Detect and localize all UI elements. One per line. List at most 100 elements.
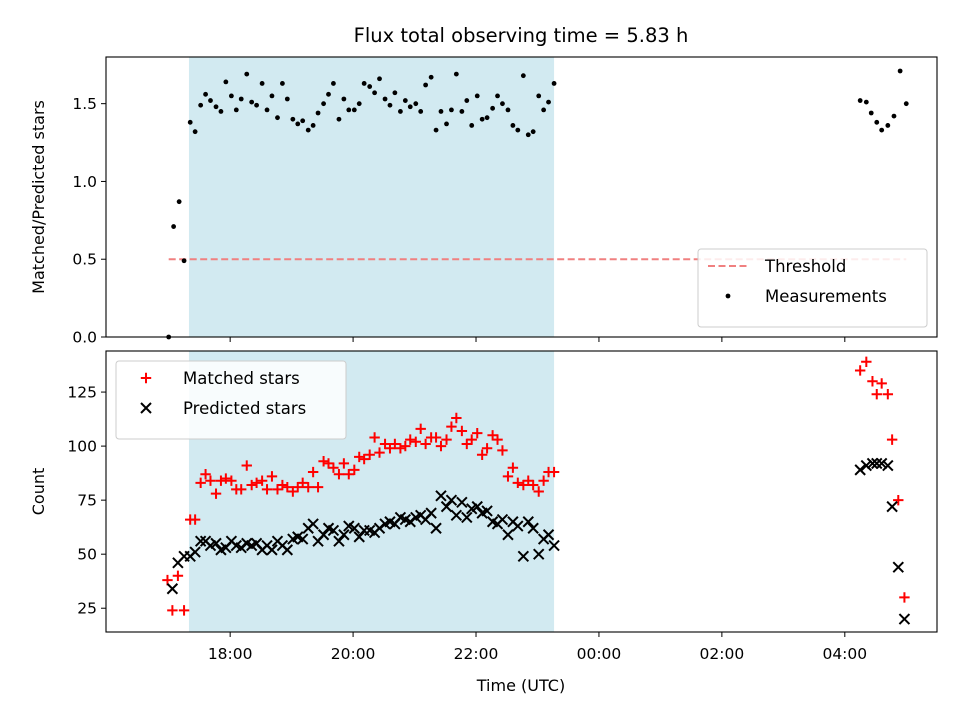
data-point: [882, 389, 894, 400]
data-point: [310, 123, 316, 128]
data-point: [464, 98, 470, 103]
data-point: [307, 518, 319, 530]
data-point: [527, 522, 539, 534]
x-tick-label: 04:00: [822, 645, 867, 663]
legend-label: Predicted stars: [183, 399, 306, 418]
data-point: [450, 509, 463, 521]
data-point: [328, 462, 339, 473]
data-point: [343, 469, 354, 480]
data-point: [213, 104, 219, 110]
data-point: [861, 356, 872, 368]
data-point: [189, 514, 201, 525]
data-point: [233, 107, 239, 113]
legend: Matched stars Predicted stars: [115, 360, 347, 440]
data-point: [891, 113, 897, 119]
data-point: [205, 475, 216, 486]
data-point: [536, 93, 542, 99]
data-point: [476, 449, 488, 460]
data-point: [354, 451, 365, 463]
data-point: [871, 389, 882, 400]
data-point: [871, 457, 883, 470]
legend-marker: [140, 372, 152, 384]
data-point: [333, 535, 345, 547]
data-point: [296, 533, 309, 545]
series-matched-stars: [162, 356, 910, 616]
data-point: [446, 421, 457, 432]
legend-label: Matched stars: [183, 369, 300, 388]
data-point: [305, 127, 311, 133]
data-point: [210, 488, 222, 499]
data-point: [171, 224, 177, 229]
data-point: [228, 93, 234, 99]
y-tick-label: 100: [67, 438, 97, 456]
data-point: [162, 574, 173, 586]
data-point: [502, 529, 514, 541]
data-point: [259, 81, 265, 86]
data-point: [517, 550, 530, 563]
data-point: [317, 529, 330, 541]
data-point: [469, 123, 475, 128]
data-point: [522, 516, 534, 528]
data-point: [481, 443, 493, 454]
data-point: [178, 605, 190, 616]
data-point: [377, 76, 382, 82]
data-point: [256, 475, 268, 486]
data-point: [312, 481, 324, 493]
data-point: [295, 121, 301, 127]
data-point: [490, 105, 496, 111]
data-point: [249, 99, 255, 105]
data-point: [420, 438, 431, 450]
data-point: [879, 127, 885, 133]
data-point: [338, 529, 350, 541]
data-point: [899, 592, 910, 603]
data-point: [389, 438, 401, 450]
data-point: [338, 458, 350, 469]
data-point: [459, 109, 465, 114]
data-point: [886, 500, 898, 513]
data-point: [875, 457, 888, 470]
data-point: [361, 81, 367, 86]
data-point: [203, 91, 208, 97]
data-point: [515, 127, 521, 133]
data-point: [474, 93, 480, 99]
data-point: [857, 98, 863, 103]
observing-window-shade: [188, 57, 555, 337]
data-point: [405, 434, 416, 445]
data-point: [326, 91, 331, 97]
data-point: [533, 486, 544, 497]
data-point: [318, 456, 329, 467]
data-point: [266, 544, 278, 556]
data-point: [413, 101, 419, 107]
data-point: [538, 475, 549, 486]
data-point: [382, 96, 388, 102]
data-point: [281, 544, 294, 556]
data-point: [215, 475, 227, 486]
data-point: [428, 74, 434, 80]
data-point: [266, 471, 278, 482]
data-point: [251, 477, 262, 489]
data-point: [425, 507, 437, 519]
data-point: [341, 96, 347, 102]
data-point: [863, 99, 869, 105]
data-point: [495, 93, 500, 99]
data-point: [226, 475, 237, 486]
data-point: [218, 109, 224, 114]
data-point: [502, 471, 514, 482]
x-tick-label: 00:00: [577, 645, 622, 663]
data-point: [548, 466, 560, 478]
data-point: [496, 513, 509, 526]
y-tick-label: 0.5: [72, 251, 97, 269]
data-point: [269, 93, 275, 99]
data-point: [333, 469, 345, 480]
data-point: [400, 440, 411, 452]
y-tick-label: 50: [77, 546, 97, 564]
data-point: [897, 68, 903, 74]
x-tick-label: 18:00: [208, 645, 253, 663]
data-point: [364, 449, 375, 460]
data-point: [546, 99, 551, 105]
data-point: [189, 546, 201, 558]
legend-marker: [140, 402, 152, 414]
y-tick-label: 25: [77, 600, 97, 618]
legend-box: [115, 360, 347, 440]
